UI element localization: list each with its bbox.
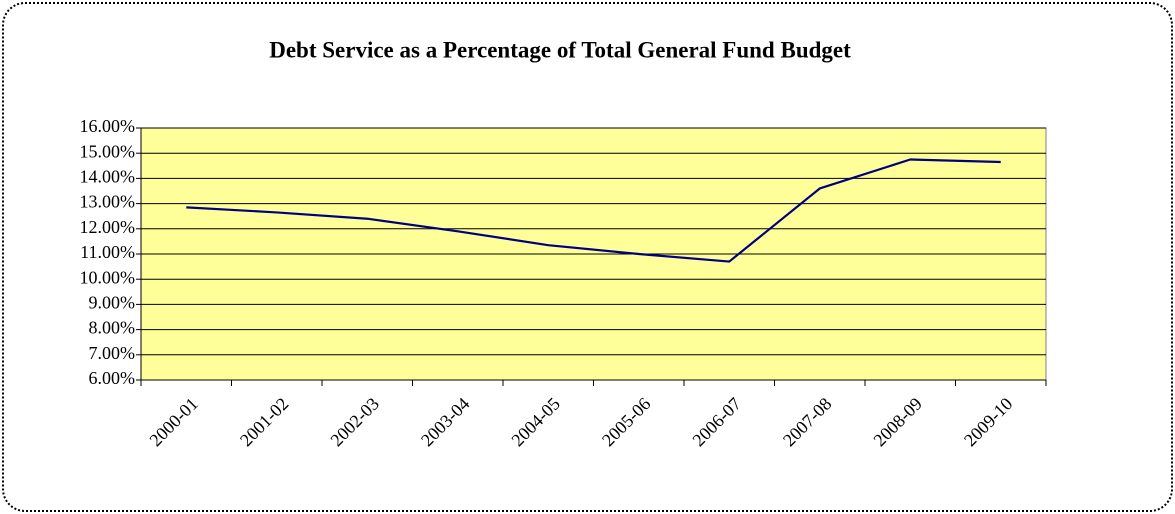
y-tick-label: 11.00% [80,242,135,262]
data-line [186,158,1001,263]
y-tick-label: 10.00% [80,267,136,287]
y-tick-label: 9.00% [89,293,136,313]
y-tick-label: 13.00% [80,192,136,212]
y-tick-label: 16.00% [80,116,136,136]
y-tick-label: 6.00% [89,368,136,388]
y-tick-label: 7.00% [89,343,136,363]
y-tick-label: 14.00% [80,167,136,187]
y-tick-label: 12.00% [80,217,136,237]
chart-title: Debt Service as a Percentage of Total Ge… [269,37,851,62]
y-tick-label: 8.00% [89,318,136,338]
y-tick-label: 15.00% [80,141,136,161]
